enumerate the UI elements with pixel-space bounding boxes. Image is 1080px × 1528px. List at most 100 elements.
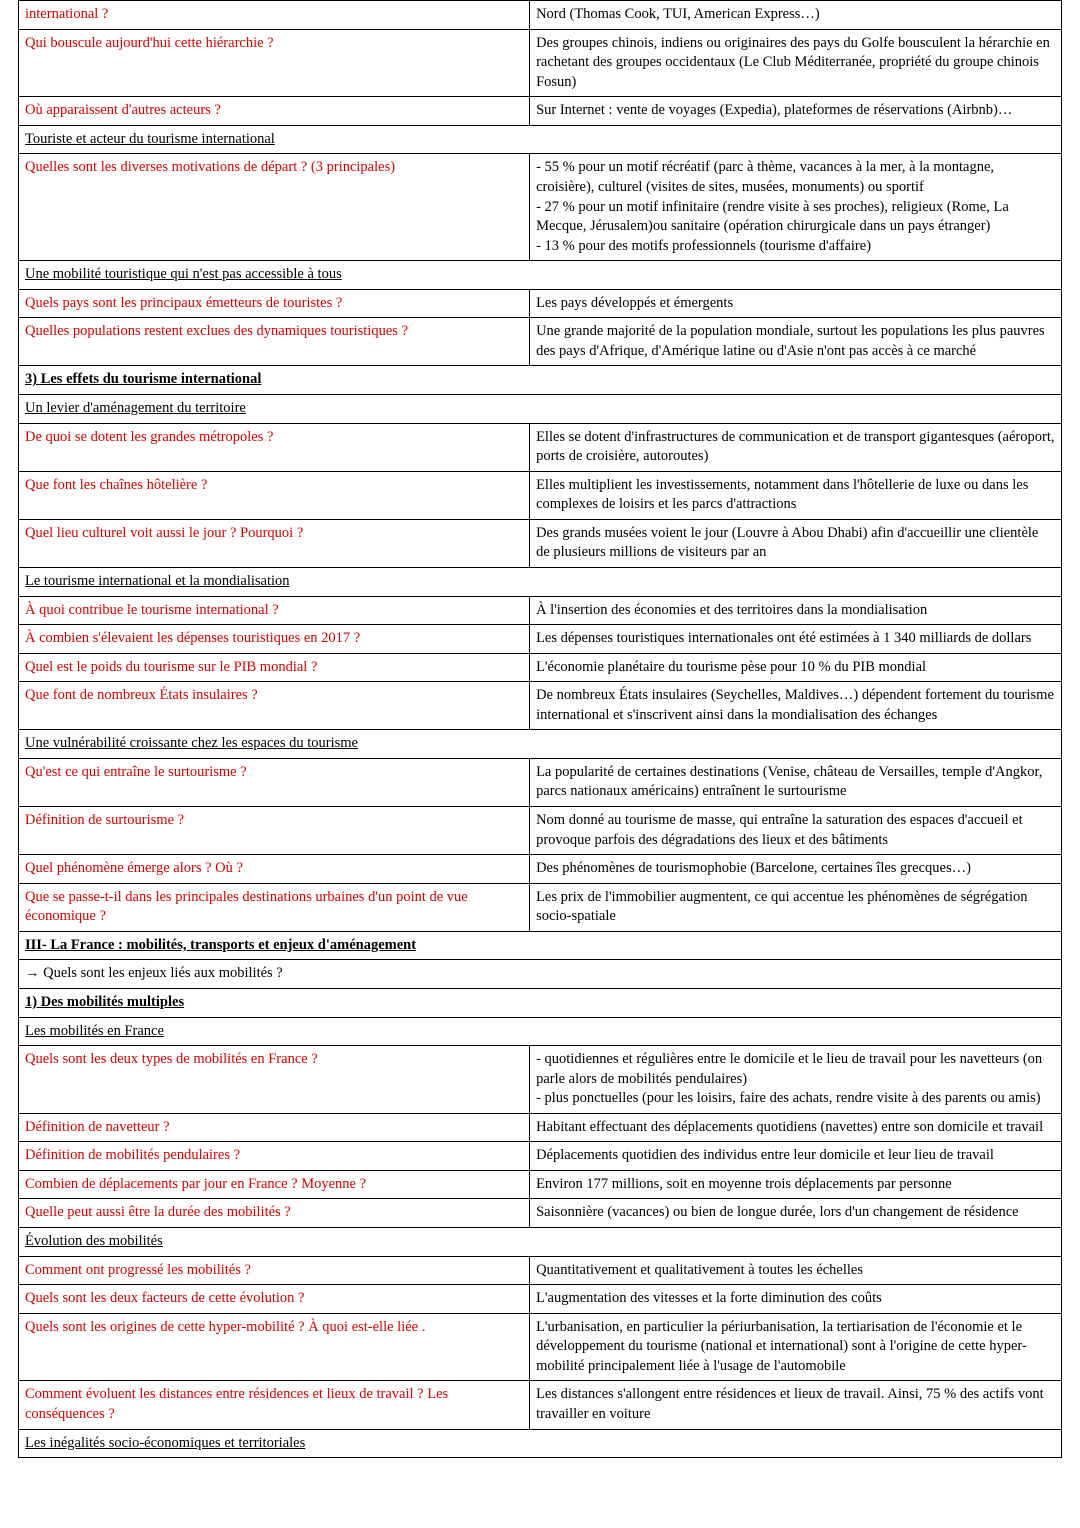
answer-cell: L'augmentation des vitesses et la forte … (530, 1285, 1062, 1314)
section-header: 3) Les effets du tourisme international (19, 366, 1062, 395)
section-header: 1) Des mobilités multiples (19, 988, 1062, 1017)
header-text: Les inégalités socio-économiques et terr… (25, 1435, 305, 1451)
question-cell: À combien s'élevaient les dépenses touri… (19, 625, 530, 654)
answer-cell: De nombreux États insulaires (Seychelles… (530, 682, 1062, 730)
table-row: Quels pays sont les principaux émetteurs… (19, 289, 1062, 318)
header-text: Les mobilités en France (25, 1023, 164, 1039)
table-row: 1) Des mobilités multiples (19, 988, 1062, 1017)
table-row: Quels sont les deux types de mobilités e… (19, 1046, 1062, 1114)
question-cell: Comment évoluent les distances entre rés… (19, 1381, 530, 1429)
table-row: Combien de déplacements par jour en Fran… (19, 1170, 1062, 1199)
table-row: À quoi contribue le tourisme internation… (19, 596, 1062, 625)
answer-cell: Habitant effectuant des déplacements quo… (530, 1113, 1062, 1142)
answer-cell: Nord (Thomas Cook, TUI, American Express… (530, 1, 1062, 30)
answer-cell: À l'insertion des économies et des terri… (530, 596, 1062, 625)
section-header: → Quels sont les enjeux liés aux mobilit… (19, 960, 1062, 989)
answer-cell: Saisonnière (vacances) ou bien de longue… (530, 1199, 1062, 1228)
table-row: Que font de nombreux États insulaires ?D… (19, 682, 1062, 730)
question-cell: Définition de mobilités pendulaires ? (19, 1142, 530, 1171)
table-row: Quels sont les deux facteurs de cette év… (19, 1285, 1062, 1314)
table-row: Où apparaissent d'autres acteurs ?Sur In… (19, 97, 1062, 126)
table-row: Touriste et acteur du tourisme internati… (19, 125, 1062, 154)
answer-cell: Elles multiplient les investissements, n… (530, 471, 1062, 519)
table-row: 3) Les effets du tourisme international (19, 366, 1062, 395)
question-cell: Que font de nombreux États insulaires ? (19, 682, 530, 730)
question-cell: Définition de surtourisme ? (19, 807, 530, 855)
table-row: Les inégalités socio-économiques et terr… (19, 1429, 1062, 1458)
qa-table: international ?Nord (Thomas Cook, TUI, A… (18, 0, 1062, 1458)
header-text: Une vulnérabilité croissante chez les es… (25, 735, 358, 751)
answer-cell: Nom donné au tourisme de masse, qui entr… (530, 807, 1062, 855)
table-row: Quelle peut aussi être la durée des mobi… (19, 1199, 1062, 1228)
table-row: international ?Nord (Thomas Cook, TUI, A… (19, 1, 1062, 30)
answer-cell: Elles se dotent d'infrastructures de com… (530, 423, 1062, 471)
table-body: international ?Nord (Thomas Cook, TUI, A… (19, 1, 1062, 1458)
table-row: Quelles sont les diverses motivations de… (19, 154, 1062, 261)
question-cell: Que se passe-t-il dans les principales d… (19, 883, 530, 931)
answer-cell: Déplacements quotidien des individus ent… (530, 1142, 1062, 1171)
answer-cell: Les pays développés et émergents (530, 289, 1062, 318)
table-row: À combien s'élevaient les dépenses touri… (19, 625, 1062, 654)
table-row: Les mobilités en France (19, 1017, 1062, 1046)
question-cell: Quels pays sont les principaux émetteurs… (19, 289, 530, 318)
question-cell: Combien de déplacements par jour en Fran… (19, 1170, 530, 1199)
table-row: Comment évoluent les distances entre rés… (19, 1381, 1062, 1429)
table-row: Définition de mobilités pendulaires ?Dép… (19, 1142, 1062, 1171)
table-row: → Quels sont les enjeux liés aux mobilit… (19, 960, 1062, 989)
table-row: III- La France : mobilités, transports e… (19, 931, 1062, 960)
question-cell: Qu'est ce qui entraîne le surtourisme ? (19, 758, 530, 806)
question-cell: De quoi se dotent les grandes métropoles… (19, 423, 530, 471)
question-cell: Quels sont les origines de cette hyper-m… (19, 1313, 530, 1381)
answer-cell: Les prix de l'immobilier augmentent, ce … (530, 883, 1062, 931)
table-row: Une vulnérabilité croissante chez les es… (19, 730, 1062, 759)
table-row: Quelles populations restent exclues des … (19, 318, 1062, 366)
table-row: Quel lieu culturel voit aussi le jour ? … (19, 519, 1062, 567)
answer-cell: - 55 % pour un motif récréatif (parc à t… (530, 154, 1062, 261)
question-cell: Quelles sont les diverses motivations de… (19, 154, 530, 261)
answer-cell: Une grande majorité de la population mon… (530, 318, 1062, 366)
table-row: Définition de surtourisme ?Nom donné au … (19, 807, 1062, 855)
table-row: Définition de navetteur ?Habitant effect… (19, 1113, 1062, 1142)
question-cell: À quoi contribue le tourisme internation… (19, 596, 530, 625)
table-row: Une mobilité touristique qui n'est pas a… (19, 261, 1062, 290)
header-text: III- La France : mobilités, transports e… (25, 937, 416, 953)
answer-cell: Les distances s'allongent entre résidenc… (530, 1381, 1062, 1429)
section-header: Touriste et acteur du tourisme internati… (19, 125, 1062, 154)
header-text: 1) Des mobilités multiples (25, 994, 184, 1010)
question-cell: international ? (19, 1, 530, 30)
header-text: Un levier d'aménagement du territoire (25, 400, 246, 416)
header-text: 3) Les effets du tourisme international (25, 371, 261, 387)
answer-cell: Environ 177 millions, soit en moyenne tr… (530, 1170, 1062, 1199)
header-text: Le tourisme international et la mondiali… (25, 573, 290, 589)
answer-cell: Les dépenses touristiques internationale… (530, 625, 1062, 654)
question-cell: Quel lieu culturel voit aussi le jour ? … (19, 519, 530, 567)
answer-cell: La popularité de certaines destinations … (530, 758, 1062, 806)
question-cell: Quel phénomène émerge alors ? Où ? (19, 855, 530, 884)
section-header: Les mobilités en France (19, 1017, 1062, 1046)
section-header: Les inégalités socio-économiques et terr… (19, 1429, 1062, 1458)
table-row: Le tourisme international et la mondiali… (19, 567, 1062, 596)
header-text: Évolution des mobilités (25, 1233, 163, 1249)
answer-cell: Des phénomènes de tourismophobie (Barcel… (530, 855, 1062, 884)
question-cell: Quelles populations restent exclues des … (19, 318, 530, 366)
section-header: Le tourisme international et la mondiali… (19, 567, 1062, 596)
table-row: Évolution des mobilités (19, 1228, 1062, 1257)
header-text: Une mobilité touristique qui n'est pas a… (25, 266, 342, 282)
question-cell: Définition de navetteur ? (19, 1113, 530, 1142)
section-header: Un levier d'aménagement du territoire (19, 395, 1062, 424)
question-cell: Quelle peut aussi être la durée des mobi… (19, 1199, 530, 1228)
answer-cell: L'économie planétaire du tourisme pèse p… (530, 653, 1062, 682)
question-cell: Quel est le poids du tourisme sur le PIB… (19, 653, 530, 682)
question-cell: Quels sont les deux facteurs de cette év… (19, 1285, 530, 1314)
section-header: Une mobilité touristique qui n'est pas a… (19, 261, 1062, 290)
document-page: international ?Nord (Thomas Cook, TUI, A… (0, 0, 1080, 1476)
header-text: Touriste et acteur du tourisme internati… (25, 131, 275, 147)
answer-cell: Des groupes chinois, indiens ou originai… (530, 29, 1062, 97)
table-row: Quel phénomène émerge alors ? Où ?Des ph… (19, 855, 1062, 884)
table-row: Qui bouscule aujourd'hui cette hiérarchi… (19, 29, 1062, 97)
section-header: Évolution des mobilités (19, 1228, 1062, 1257)
section-header: III- La France : mobilités, transports e… (19, 931, 1062, 960)
question-cell: Quels sont les deux types de mobilités e… (19, 1046, 530, 1114)
header-text: → Quels sont les enjeux liés aux mobilit… (25, 965, 283, 981)
section-header: Une vulnérabilité croissante chez les es… (19, 730, 1062, 759)
